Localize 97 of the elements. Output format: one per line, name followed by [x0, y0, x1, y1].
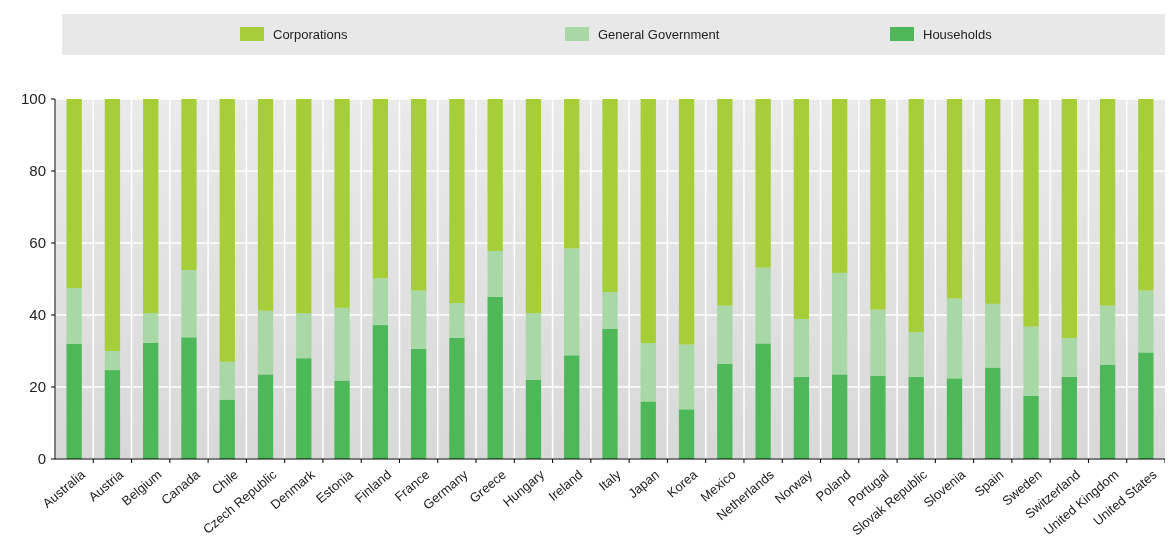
- bar: [755, 343, 771, 459]
- bar: [640, 99, 656, 344]
- bar: [410, 99, 427, 291]
- y-tick-label: 80: [29, 162, 46, 180]
- bar: [985, 367, 1001, 459]
- bar: [908, 376, 924, 459]
- bar: [257, 99, 274, 311]
- y-tick-label: 20: [29, 378, 46, 396]
- bar: [1099, 364, 1116, 459]
- bar: [104, 99, 121, 351]
- bar: [181, 270, 197, 338]
- bar: [946, 99, 963, 299]
- bar: [143, 99, 159, 314]
- bar: [334, 307, 350, 381]
- bar: [640, 401, 656, 459]
- bar: [946, 298, 963, 379]
- bar: [1061, 338, 1077, 377]
- bar: [257, 310, 274, 375]
- bar: [143, 342, 159, 459]
- bar: [219, 99, 235, 362]
- bar: [1099, 99, 1116, 306]
- bar: [296, 313, 312, 359]
- bar: [602, 291, 618, 329]
- bar: [449, 303, 465, 338]
- bar: [1138, 352, 1154, 459]
- bar: [66, 288, 82, 344]
- bar: [870, 375, 886, 459]
- bar: [755, 267, 771, 344]
- bar: [870, 99, 886, 310]
- y-tick-label: 100: [20, 90, 46, 108]
- bar: [372, 278, 388, 326]
- bar: [908, 99, 924, 333]
- bar: [66, 99, 82, 288]
- bar: [985, 99, 1001, 304]
- bar: [908, 332, 924, 377]
- bar: [104, 370, 121, 459]
- bar: [793, 318, 810, 377]
- bar: [946, 378, 963, 459]
- bar: [296, 358, 312, 459]
- bar: [832, 272, 848, 375]
- bar: [487, 297, 503, 459]
- y-tick-label: 60: [29, 234, 46, 252]
- bar: [143, 313, 159, 343]
- bar: [181, 337, 197, 459]
- bar: [372, 325, 388, 459]
- bar: [334, 99, 350, 308]
- bar: [219, 399, 235, 459]
- bar: [678, 99, 695, 345]
- bar: [219, 361, 235, 400]
- bar: [1023, 326, 1039, 396]
- bar: [755, 99, 771, 268]
- bar: [104, 351, 121, 371]
- bar: [181, 99, 197, 270]
- bar: [487, 250, 503, 297]
- bar: [870, 309, 886, 376]
- bar: [717, 305, 733, 364]
- bar: [1099, 305, 1116, 365]
- y-tick-label: 0: [37, 450, 46, 468]
- bar: [334, 380, 350, 459]
- bar: [717, 363, 733, 459]
- bar: [449, 337, 465, 459]
- bar: [640, 343, 656, 402]
- bar: [832, 99, 848, 273]
- bar: [525, 313, 542, 380]
- bar: [449, 99, 465, 304]
- bar: [410, 348, 427, 459]
- bar: [525, 99, 542, 314]
- bar: [66, 343, 82, 459]
- bar: [1138, 290, 1154, 353]
- bar: [564, 248, 580, 356]
- bar: [296, 99, 312, 314]
- bar: [525, 379, 542, 459]
- bar: [678, 344, 695, 410]
- bar: [602, 328, 618, 459]
- bar: [410, 290, 427, 349]
- bar: [1023, 99, 1039, 327]
- bar: [678, 409, 695, 459]
- bar: [372, 99, 388, 279]
- bar: [1061, 99, 1077, 339]
- bar: [717, 99, 733, 306]
- legend-label: General Government: [598, 27, 720, 42]
- y-tick-label: 40: [29, 306, 46, 324]
- x-tick-label: Italy: [595, 466, 625, 494]
- bar: [793, 99, 810, 319]
- bar: [257, 374, 274, 459]
- legend-label: Households: [923, 27, 993, 42]
- bar: [832, 374, 848, 459]
- bar: [985, 303, 1001, 368]
- bar: [1138, 99, 1154, 291]
- bar: [1061, 376, 1077, 459]
- bar: [793, 376, 810, 459]
- bar: [564, 355, 580, 459]
- bar: [1023, 395, 1039, 459]
- bar: [487, 99, 503, 251]
- bar: [602, 99, 618, 292]
- bar: [564, 99, 580, 249]
- legend-label: Corporations: [273, 27, 348, 42]
